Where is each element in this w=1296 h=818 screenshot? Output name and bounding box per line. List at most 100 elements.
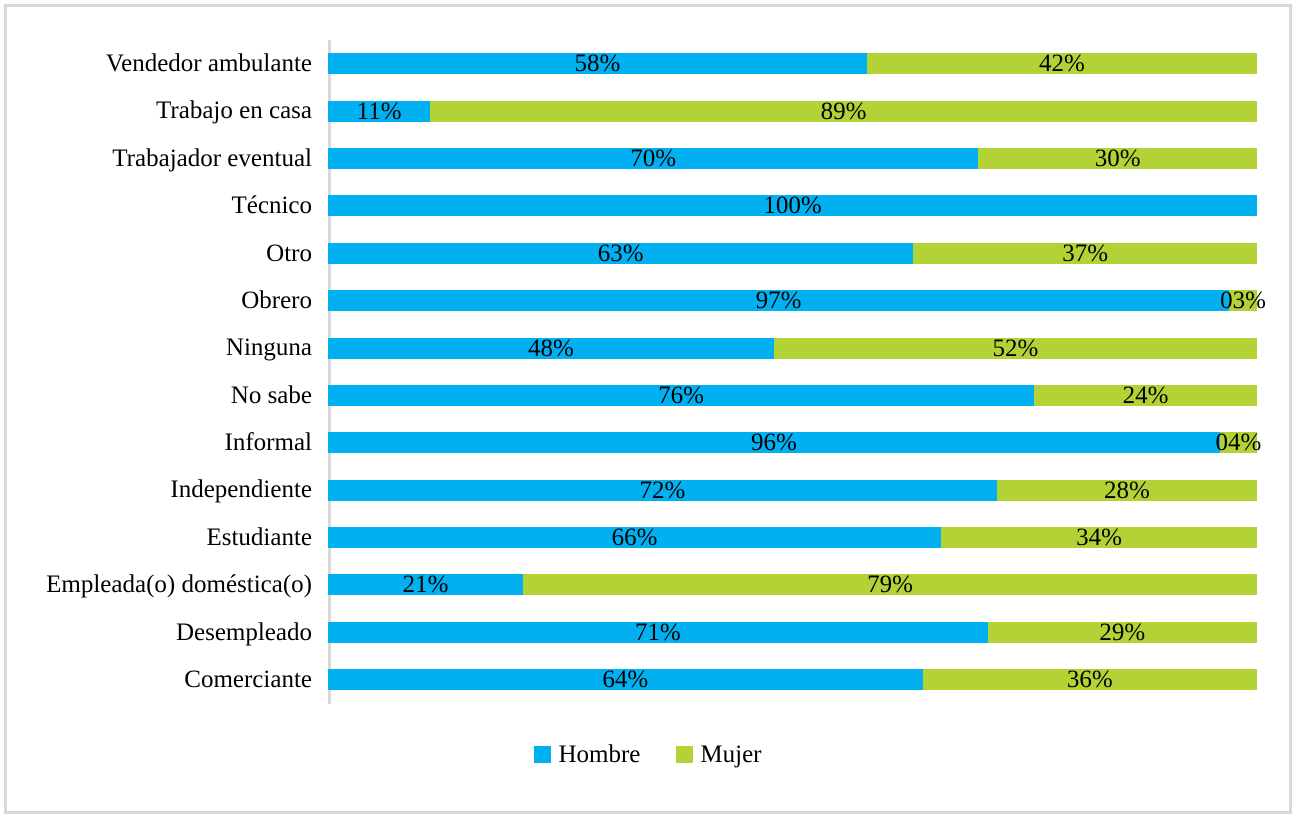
bar-segment-hombre: 70% [328, 144, 979, 172]
bar-value-label: 76% [658, 381, 704, 409]
bar-value-label: 48% [528, 334, 574, 362]
bar-value-label: 28% [1104, 476, 1150, 504]
chart-row: Técnico 100% [30, 182, 1257, 229]
bar-segment-mujer: 04% [1216, 430, 1262, 455]
bar-track: 66% 34% [328, 514, 1257, 561]
bar-value-label: 70% [630, 144, 677, 172]
bar-value-label: 66% [611, 524, 658, 552]
bar-segment-mujer: 29% [987, 618, 1257, 646]
legend-item-mujer: Mujer [676, 742, 762, 767]
chart-row: Comerciante 64% 36% [30, 656, 1257, 703]
stacked-bar: 11% 89% [328, 97, 1257, 125]
bar-segment-mujer: 79% [523, 572, 1257, 597]
bar-segment-hombre: 97% [328, 287, 1230, 315]
category-label: Técnico [231, 192, 312, 220]
stacked-bar: 48% 52% [328, 334, 1257, 362]
bar-segment-mujer: 42% [866, 50, 1257, 78]
bar-value-label: 58% [574, 50, 621, 78]
bar-segment-mujer: 03% [1220, 288, 1266, 313]
bar-segment-mujer: 34% [941, 524, 1257, 552]
bar-value-label: 100% [763, 192, 822, 220]
stacked-bar: 58% 42% [328, 50, 1257, 78]
stacked-bar: 70% 30% [328, 144, 1257, 172]
stacked-bar-plot: Vendedor ambulante 58% 42% Trabajo en casa 1… [30, 40, 1266, 703]
bar-segment-hombre: 76% [328, 381, 1035, 409]
bar-track: 100% [328, 182, 1257, 229]
stacked-bar: 97% 03% [328, 287, 1266, 315]
category-label: Estudiante [206, 523, 312, 551]
category-label: Trabajador eventual [112, 144, 312, 172]
bar-value-label: 03% [1220, 287, 1266, 315]
bar-value-label: 42% [1038, 50, 1085, 78]
bar-segment-mujer: 37% [913, 239, 1257, 267]
bar-track: 48% 52% [328, 324, 1257, 371]
bar-track: 58% 42% [328, 40, 1257, 87]
stacked-bar: 21% 79% [328, 572, 1257, 597]
category-label: Otro [266, 239, 312, 267]
chart-row: Otro 63% 37% [30, 230, 1257, 277]
bar-value-label: 71% [634, 618, 681, 646]
stacked-bar: 63% 37% [328, 239, 1257, 267]
chart-row: Empleada(o) doméstica(o) 21% 79% [30, 561, 1257, 608]
bar-segment-mujer: 30% [978, 144, 1257, 172]
bar-track: 63% 37% [328, 230, 1257, 277]
bar-value-label: 34% [1076, 524, 1122, 552]
bar-value-label: 89% [820, 97, 867, 125]
stacked-bar: 64% 36% [328, 666, 1257, 694]
bar-track: 96% 04% [328, 419, 1262, 466]
bar-value-label: 52% [992, 334, 1039, 362]
bar-track: 76% 24% [328, 372, 1257, 419]
bar-segment-hombre: 21% [328, 572, 524, 597]
bar-track: 72% 28% [328, 467, 1257, 514]
category-label: No sabe [230, 381, 312, 409]
stacked-bar: 100% [328, 192, 1257, 220]
category-label: Informal [224, 429, 312, 457]
bar-track: 71% 29% [328, 609, 1257, 656]
bar-track: 97% 03% [328, 277, 1266, 324]
chart-row: Vendedor ambulante 58% 42% [30, 40, 1257, 87]
legend-swatch-icon [534, 746, 552, 763]
bar-value-label: 97% [755, 287, 802, 315]
bar-segment-hombre: 96% [328, 430, 1220, 455]
bar-segment-hombre: 48% [328, 334, 774, 362]
bar-value-label: 64% [602, 666, 649, 694]
bar-segment-hombre: 66% [328, 524, 942, 552]
chart-row: Ninguna 48% 52% [30, 324, 1257, 371]
stacked-bar: 72% 28% [328, 476, 1257, 504]
chart-row: Estudiante 66% 34% [30, 514, 1257, 561]
bar-value-label: 29% [1099, 618, 1146, 646]
chart-row: No sabe 76% 24% [30, 372, 1257, 419]
category-label: Desempleado [175, 618, 312, 646]
legend-label: Hombre [558, 741, 641, 768]
bar-segment-mujer: 89% [430, 97, 1257, 125]
bar-segment-hombre: 63% [328, 239, 914, 267]
bar-value-label: 30% [1094, 144, 1141, 172]
bar-value-label: 36% [1066, 666, 1113, 694]
stacked-bar: 96% 04% [328, 430, 1262, 455]
chart-row: Desempleado 71% 29% [30, 609, 1257, 656]
bar-segment-hombre: 64% [328, 666, 923, 694]
chart-row: Trabajo en casa 11% 89% [30, 87, 1257, 134]
stacked-bar: 66% 34% [328, 524, 1257, 552]
category-label: Independiente [170, 476, 312, 504]
category-label: Empleada(o) doméstica(o) [46, 571, 312, 599]
bar-value-label: 37% [1062, 239, 1109, 267]
bar-value-label: 24% [1122, 381, 1169, 409]
bar-segment-hombre: 71% [328, 618, 988, 646]
bar-segment-hombre: 11% [328, 99, 431, 124]
stacked-bar: 76% 24% [328, 381, 1257, 409]
category-label: Trabajo en casa [156, 97, 312, 125]
category-label: Obrero [241, 286, 312, 314]
category-label: Ninguna [225, 334, 312, 362]
chart-row: Trabajador eventual 70% 30% [30, 135, 1257, 182]
chart-row: Informal 96% 04% [30, 419, 1262, 466]
bar-segment-mujer: 28% [996, 476, 1257, 504]
bar-value-label: 04% [1215, 429, 1262, 457]
bar-segment-mujer: 36% [922, 666, 1257, 694]
bar-value-label: 63% [597, 239, 644, 267]
legend: Hombre Mujer [0, 742, 1296, 767]
bar-track: 64% 36% [328, 656, 1257, 703]
category-label: Vendedor ambulante [105, 49, 312, 77]
chart-row: Independiente 72% 28% [30, 467, 1257, 514]
bar-segment-hombre: 58% [328, 50, 867, 78]
